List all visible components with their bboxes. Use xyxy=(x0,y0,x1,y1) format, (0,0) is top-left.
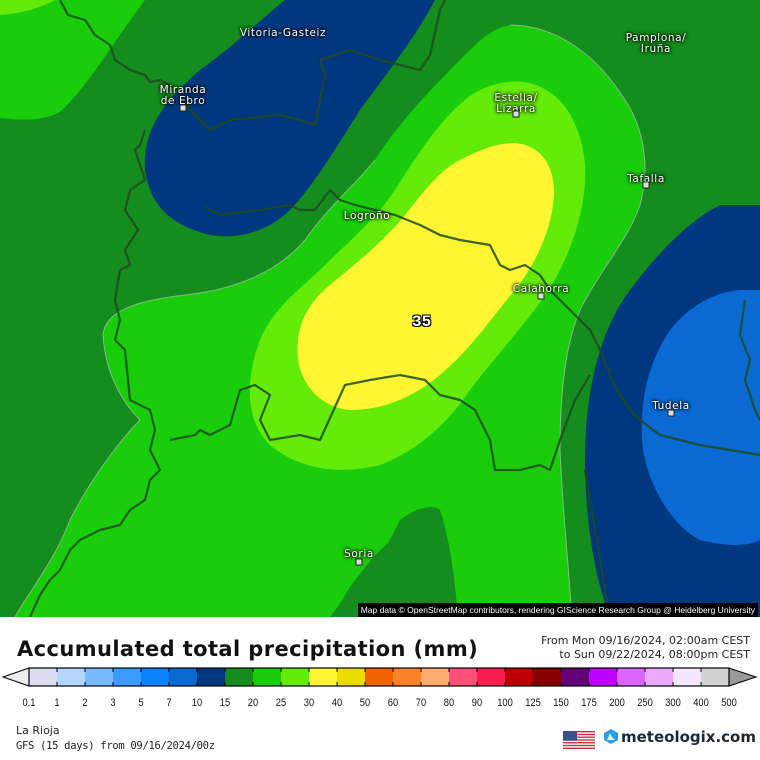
city-marker-icon xyxy=(537,292,545,300)
us-flag-icon[interactable] xyxy=(563,731,595,749)
max-value-label: 35 xyxy=(412,313,432,331)
city-label: Pamplona/Iruña xyxy=(625,32,687,55)
scale-tick-label: 150 xyxy=(553,697,569,709)
city-marker-icon xyxy=(179,104,187,112)
city-label: Miranda de Ebro xyxy=(159,84,207,107)
scale-tick-label: 50 xyxy=(359,697,371,709)
scale-tick-label: 70 xyxy=(415,697,427,709)
scale-tick-label: 250 xyxy=(637,697,653,709)
scale-tick-label: 20 xyxy=(247,697,259,709)
meteologix-logo-icon xyxy=(604,729,618,744)
model-run-info: GFS (15 days) from 09/16/2024/00z xyxy=(16,740,215,752)
city-label: Vitoria-Gasteiz xyxy=(239,27,327,39)
meteologix-brand-link[interactable]: meteologix.com xyxy=(604,728,756,746)
scale-tick-label: 7 xyxy=(166,697,172,709)
precipitation-map[interactable]: Vitoria-Gasteiz Miranda de Ebro Pamplona/Ir… xyxy=(0,0,760,617)
city-label: Estella/Lizarra xyxy=(494,92,538,115)
forecast-period: From Mon 09/16/2024, 02:00am CEST to Sun… xyxy=(541,634,750,662)
scale-tick-label: 2 xyxy=(82,697,88,709)
city-label: Tafalla xyxy=(627,173,665,185)
scale-tick-label: 60 xyxy=(387,697,399,709)
scale-tick-label: 100 xyxy=(497,697,513,709)
region-name: La Rioja xyxy=(16,724,60,737)
scale-tick-label: 30 xyxy=(303,697,315,709)
scale-tick-label: 125 xyxy=(525,697,541,709)
scale-tick-label: 200 xyxy=(609,697,625,709)
brand-text: meteologix.com xyxy=(621,728,756,746)
legend-panel: Accumulated total precipitation (mm) Fro… xyxy=(0,617,760,760)
scale-tick-label: 25 xyxy=(275,697,287,709)
scale-tick-label: 175 xyxy=(581,697,597,709)
scale-tick-label: 80 xyxy=(443,697,455,709)
color-scale-bar xyxy=(1,667,758,687)
scale-tick-label: 90 xyxy=(471,697,483,709)
city-marker-icon xyxy=(667,409,675,417)
scale-tick-label: 0.1 xyxy=(22,697,36,709)
scale-tick-label: 40 xyxy=(331,697,343,709)
city-label: Soria xyxy=(344,548,374,560)
scale-tick-label: 5 xyxy=(138,697,144,709)
city-label: Tudela xyxy=(652,400,690,412)
scale-tick-label: 10 xyxy=(191,697,203,709)
city-marker-icon xyxy=(512,110,520,118)
map-attribution: Map data © OpenStreetMap contributors, r… xyxy=(357,603,758,617)
legend-title: Accumulated total precipitation (mm) xyxy=(17,637,479,661)
scale-tick-label: 400 xyxy=(693,697,709,709)
scale-tick-label: 15 xyxy=(219,697,231,709)
contour-layer xyxy=(0,0,760,617)
city-label: Calahorra xyxy=(512,283,570,295)
scale-tick-label: 300 xyxy=(665,697,681,709)
city-marker-icon xyxy=(642,181,650,189)
scale-tick-label: 3 xyxy=(110,697,116,709)
period-from: From Mon 09/16/2024, 02:00am CEST xyxy=(541,634,750,647)
city-marker-icon xyxy=(355,558,363,566)
scale-tick-label: 1 xyxy=(54,697,60,709)
city-label: Logroño xyxy=(343,210,391,222)
period-to: to Sun 09/22/2024, 08:00pm CEST xyxy=(559,648,750,661)
scale-tick-label: 500 xyxy=(721,697,737,709)
